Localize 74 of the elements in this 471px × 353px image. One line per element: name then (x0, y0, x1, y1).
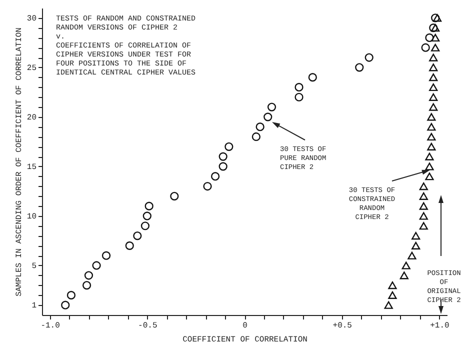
point (425, 162, 434, 170)
x-tick-label: +0.5 (332, 322, 352, 330)
point (294, 92, 304, 102)
y-tick-label: 15 (26, 162, 37, 172)
point (429, 74, 438, 82)
point (170, 192, 179, 200)
x-tick-label: 0 (242, 322, 248, 330)
point (256, 122, 264, 132)
point (66, 290, 76, 300)
point (431, 34, 440, 42)
point (431, 24, 440, 32)
point (412, 232, 420, 240)
x-tick-label: -1.0 (40, 322, 60, 330)
point (84, 271, 94, 280)
point (218, 162, 228, 171)
point (388, 291, 397, 300)
point (419, 212, 428, 220)
point (419, 192, 428, 200)
point (429, 54, 438, 62)
point (355, 63, 364, 72)
point (427, 123, 436, 131)
point (224, 142, 234, 151)
point (429, 83, 438, 92)
x-tick-label: -0.5 (138, 322, 158, 330)
x-axis-title: COEFFICIENT OF CORRELATION (182, 336, 308, 344)
y-tick-label: 25 (26, 64, 37, 73)
point (419, 222, 428, 230)
point (427, 142, 436, 150)
y-tick-label: 1 (32, 302, 37, 311)
point (419, 182, 428, 190)
point (92, 261, 101, 270)
point (429, 24, 438, 32)
point (308, 73, 317, 82)
point (432, 14, 442, 22)
point (412, 242, 420, 250)
y-tick-label: 10 (26, 212, 37, 222)
point (144, 202, 154, 210)
point (102, 251, 111, 260)
point (384, 301, 393, 309)
point (203, 182, 212, 191)
point (402, 262, 410, 270)
point (431, 44, 440, 52)
y-axis-title: SAMPLES IN ASCENDING ORDER OF COEFFICIENT OF CORRELATION (14, 27, 24, 296)
point (429, 64, 438, 72)
y-tick-label: 5 (32, 262, 37, 271)
point (140, 222, 150, 230)
y-tick-label: 20 (26, 113, 37, 122)
point (388, 281, 397, 290)
point (61, 300, 70, 310)
point (421, 43, 430, 52)
point (425, 33, 434, 42)
point (429, 103, 438, 111)
point (133, 231, 142, 240)
point (267, 102, 276, 112)
point (252, 132, 260, 142)
point (431, 14, 440, 22)
point (218, 152, 228, 161)
point (294, 82, 304, 92)
point (425, 172, 434, 180)
point (427, 113, 436, 121)
point (400, 272, 408, 280)
point (210, 172, 220, 181)
point (142, 212, 152, 220)
point (125, 241, 134, 250)
point (364, 53, 374, 62)
point (429, 93, 438, 101)
y-tick-label: 30 (26, 14, 37, 24)
point (264, 112, 272, 122)
point (427, 132, 436, 141)
x-tick-label: +1.0 (430, 322, 450, 330)
point (82, 280, 92, 290)
point (425, 152, 434, 160)
point (419, 202, 428, 210)
point (408, 252, 416, 260)
